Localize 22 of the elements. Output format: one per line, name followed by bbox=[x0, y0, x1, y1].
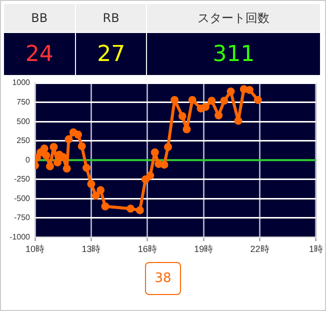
text: 27 bbox=[75, 32, 147, 76]
x-tick-label: 10時 bbox=[25, 244, 45, 254]
y-tick-label: -500 bbox=[14, 194, 31, 203]
x-tick-label: 22時 bbox=[250, 244, 270, 254]
category-label: RB bbox=[75, 4, 147, 32]
y-tick-label: 500 bbox=[16, 116, 31, 126]
y-tick-label: 750 bbox=[16, 97, 31, 106]
text: 38 bbox=[144, 262, 182, 295]
y-tick-label: -250 bbox=[14, 174, 31, 184]
y-tick-label: 0 bbox=[26, 155, 31, 164]
x-tick-label: 13時 bbox=[82, 244, 101, 254]
y-tick-label: -1000 bbox=[10, 232, 31, 242]
y-tick-label: 250 bbox=[16, 136, 31, 146]
x-tick-label: 1時 bbox=[308, 244, 324, 254]
y-tick-label: -750 bbox=[14, 213, 31, 222]
category-label: スタート回数 bbox=[146, 4, 320, 32]
category-label: BB bbox=[4, 4, 76, 32]
y-tick-label: 1000 bbox=[12, 78, 31, 88]
text: 311 bbox=[146, 32, 320, 76]
x-tick-label: 16時 bbox=[138, 244, 157, 254]
x-tick-label: 19時 bbox=[194, 244, 214, 254]
text: 24 bbox=[4, 32, 76, 76]
